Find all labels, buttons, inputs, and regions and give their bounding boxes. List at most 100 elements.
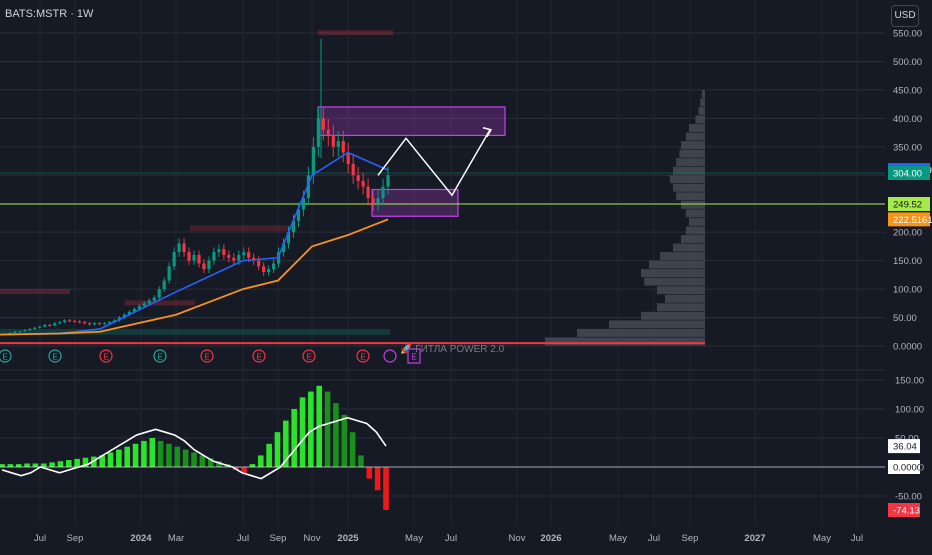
candle-body <box>331 135 335 147</box>
histogram-bar <box>207 458 214 467</box>
dividend-icon <box>383 349 397 363</box>
histogram-bar <box>82 457 89 467</box>
projection-line <box>377 129 491 197</box>
candle-body <box>232 257 236 261</box>
histogram-bar <box>166 443 172 467</box>
osc-badge <box>888 460 920 474</box>
candle-body <box>53 323 57 326</box>
candle-body <box>162 280 166 290</box>
candle-body <box>38 326 42 328</box>
volume-profile-bar <box>660 252 705 261</box>
volume-profile-bar <box>657 286 705 295</box>
osc-tick-label: -50.00 <box>895 492 922 503</box>
candle-body <box>217 249 221 253</box>
candle-body <box>386 175 390 187</box>
price-tick-label: 100.00 <box>893 285 922 296</box>
histogram-bar <box>241 467 247 473</box>
volume-profile-bar <box>685 132 705 141</box>
volume-profile-bar <box>673 183 705 192</box>
grid-lines <box>0 0 885 525</box>
histogram-bar <box>132 443 139 467</box>
time-tick-label: Mar <box>168 533 184 544</box>
candle-body <box>366 186 370 199</box>
candle-body <box>267 269 271 273</box>
candle-body <box>321 118 325 130</box>
histogram-bar <box>199 455 206 467</box>
volume-profile-bar <box>689 217 705 226</box>
candle-body <box>73 320 77 322</box>
candle-body <box>326 129 330 136</box>
time-tick-label: 2025 <box>337 533 359 544</box>
time-tick-label: Nov <box>509 533 526 544</box>
candle-body <box>207 260 211 270</box>
time-tick-label: May <box>609 533 627 544</box>
histogram-bar <box>333 403 339 467</box>
time-tick-label: 2024 <box>130 533 152 544</box>
currency-button[interactable]: USD <box>891 5 919 27</box>
candle-body <box>192 254 196 261</box>
volume-profile-bar <box>698 106 705 115</box>
supply-block <box>125 300 195 306</box>
histogram-bar <box>0 464 5 467</box>
time-tick-label: 2026 <box>540 533 561 544</box>
histogram-bar <box>157 440 164 467</box>
price-tick-label: 500.00 <box>893 57 922 68</box>
candle-body <box>242 252 246 255</box>
price-tick-label: 0.0000 <box>893 342 922 353</box>
price-axis[interactable]: 550.00500.00450.00400.00350.00300.00250.… <box>888 29 932 353</box>
supply-demand-zones <box>0 30 506 335</box>
histogram-bar <box>299 397 306 467</box>
earnings-icon-letter: E <box>306 353 311 362</box>
candle-body <box>13 331 17 333</box>
histogram-bar <box>149 438 156 467</box>
earnings-icon <box>48 349 62 363</box>
histogram-bar <box>57 461 64 467</box>
oscillator-pane <box>0 385 885 510</box>
candle-body <box>222 249 226 255</box>
candle-body <box>132 309 136 312</box>
supply-block <box>0 289 70 295</box>
histogram-bar <box>141 440 147 467</box>
price-tick-label: 200.00 <box>893 228 922 239</box>
volume-profile-bar <box>649 260 705 269</box>
earnings-icon <box>302 349 316 363</box>
volume-profile-bar <box>657 303 705 312</box>
candle-body <box>296 209 301 221</box>
candle-body <box>356 175 360 181</box>
indicator-label: 🚀 ГИТЛА POWER 2.0 <box>400 342 505 355</box>
candle-body <box>202 263 206 270</box>
candle-body <box>257 260 261 267</box>
earnings-icon-letter: E <box>204 353 209 362</box>
candle-body <box>28 328 32 331</box>
candle-body <box>271 263 276 270</box>
candle-body <box>197 254 201 264</box>
price-tick-label: 50.00 <box>893 313 917 324</box>
signal-line <box>1 416 387 480</box>
candle-body <box>212 252 216 261</box>
volume-profile-bar <box>689 124 705 132</box>
histogram-bar <box>32 463 39 467</box>
price-badge-label: 304.00 <box>893 168 922 179</box>
candle-body <box>68 320 72 322</box>
osc-badge-label: -74.13 <box>893 505 920 516</box>
time-axis[interactable]: Jul Sep 2024 Mar Jul Sep Nov 2025 May Jul Nov 2026 M… <box>34 533 863 544</box>
time-tick-label: Sep <box>67 533 84 544</box>
histogram-bar <box>116 449 122 467</box>
time-tick-label: Jul <box>445 533 457 544</box>
candle-body <box>306 175 311 199</box>
price-candles <box>3 38 390 335</box>
candle-body <box>227 254 231 258</box>
projection-arrowhead <box>482 127 493 138</box>
price-badge-label: 249.52 <box>893 200 922 211</box>
oscillator-axis[interactable]: 150.00100.0050.000.0000-50.0036.040.0000… <box>888 376 924 517</box>
time-tick-label: Jul <box>237 533 249 544</box>
candle-body <box>18 331 22 333</box>
histogram-bar <box>15 464 22 467</box>
price-badge <box>888 212 930 227</box>
price-tick-label: 400.00 <box>893 114 922 125</box>
candle-body <box>172 252 176 267</box>
candle-body <box>147 300 151 304</box>
candle-body <box>58 322 62 324</box>
